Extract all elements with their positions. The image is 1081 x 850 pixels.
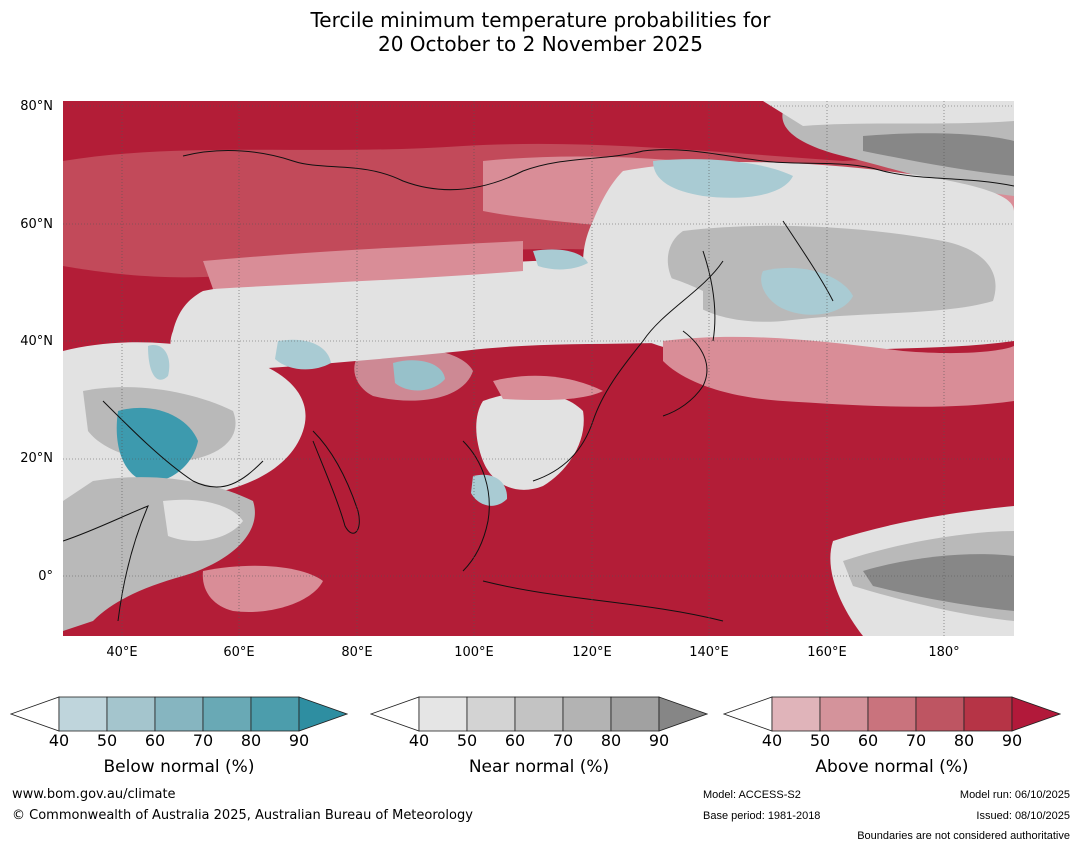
colorbar-0-tick-80: 80 — [240, 731, 262, 750]
colorbar-0-tick-40: 40 — [48, 731, 70, 750]
coastline-indonesia — [482, 580, 724, 622]
base-period-text: Base period: 1981-2018 — [703, 810, 821, 822]
tibet-near-halo — [354, 347, 473, 401]
coastlines — [63, 149, 1014, 622]
lat-label-60n: 60°N — [20, 217, 53, 232]
above-normal-colorbar — [723, 696, 1061, 732]
colorbar-1-high-extend — [658, 696, 708, 732]
colorbar-2-high-extend — [1011, 696, 1061, 732]
colorbar-0-segment-4 — [250, 696, 300, 732]
near-normal-label: Near normal (%) — [468, 757, 610, 777]
colorbar-0-low-extend — [10, 696, 60, 732]
coastline-sakhalin — [702, 250, 716, 342]
colorbar-1-segment-3 — [562, 696, 612, 732]
colorbar-2-tick-60: 60 — [857, 731, 879, 750]
colorbar-1-low-extend — [370, 696, 420, 732]
nw-pacific-pink — [663, 336, 1014, 407]
colorbar-2-tick-80: 80 — [953, 731, 975, 750]
lat-label-20n: 20°N — [20, 451, 53, 466]
colorbar-1-segment-2 — [514, 696, 564, 732]
siberia-grey-core — [667, 225, 996, 322]
colorbar-2-tick-40: 40 — [761, 731, 783, 750]
colorbar-0-segment-0 — [58, 696, 108, 732]
probability-map — [63, 101, 1014, 636]
arctic-near-light — [763, 101, 1014, 126]
coastline-arabia — [102, 400, 264, 488]
colorbar-0-tick-50: 50 — [96, 731, 118, 750]
coastline-kamchatka — [782, 220, 834, 302]
lon-label-180: 180° — [928, 645, 960, 660]
disclaimer-text: Boundaries are not considered authoritat… — [857, 830, 1070, 842]
colorbar-0-tick-70: 70 — [192, 731, 214, 750]
colorbar-2-segment-0 — [771, 696, 821, 732]
colorbar-2-tick-50: 50 — [809, 731, 831, 750]
coastline-india — [312, 430, 360, 534]
colorbar-1-tick-80: 80 — [600, 731, 622, 750]
coastline-arctic — [182, 149, 1014, 191]
indian-ocean-pink — [202, 565, 323, 612]
colorbar-2-tick-90: 90 — [1001, 731, 1023, 750]
lat-label-80n: 80°N — [20, 99, 53, 114]
colorbar-2-tick-70: 70 — [905, 731, 927, 750]
colorbar-1-tick-40: 40 — [408, 731, 430, 750]
colorbar-2-segment-2 — [867, 696, 917, 732]
lon-label-100e: 100°E — [454, 645, 494, 660]
mongolia-below-patch — [533, 249, 588, 270]
africa-light — [163, 499, 243, 541]
lat-label-40n: 40°N — [20, 334, 53, 349]
equatorial-pacific-dark — [863, 554, 1014, 611]
below-normal-colorbar — [10, 696, 348, 732]
model-run-text: Model run: 06/10/2025 — [959, 789, 1070, 801]
graticule — [63, 101, 1014, 636]
colorbar-2-low-extend — [723, 696, 773, 732]
arabia-below-normal — [116, 407, 198, 482]
title-line-1: Tercile minimum temperature probabilitie… — [310, 8, 771, 32]
south-china-near-normal — [476, 392, 584, 490]
colorbar-2-segment-4 — [963, 696, 1013, 732]
central-asia-pink — [203, 241, 523, 289]
colorbar-0-tick-90: 90 — [288, 731, 310, 750]
colorbar-2-segment-1 — [819, 696, 869, 732]
colorbar-0-tick-60: 60 — [144, 731, 166, 750]
coastline-east-asia — [532, 260, 724, 482]
copyright-text: © Commonwealth of Australia 2025, Austra… — [12, 808, 473, 823]
siberia-below-patch — [653, 159, 793, 198]
colorbar-1-tick-50: 50 — [456, 731, 478, 750]
lon-label-140e: 140°E — [689, 645, 729, 660]
model-text: Model: ACCESS-S2 — [703, 789, 801, 801]
colorbar-0-high-extend — [298, 696, 348, 732]
lon-label-60e: 60°E — [223, 645, 255, 660]
colorbar-1-tick-70: 70 — [552, 731, 574, 750]
colorbar-1-segment-1 — [466, 696, 516, 732]
colorbar-0-segment-1 — [106, 696, 156, 732]
chart-title: Tercile minimum temperature probabilitie… — [0, 8, 1081, 56]
okhotsk-below-patch — [761, 267, 853, 315]
near-normal-colorbar — [370, 696, 708, 732]
coastline-africa — [63, 505, 149, 622]
colorbar-0-segment-2 — [154, 696, 204, 732]
coastline-indochina — [462, 440, 490, 572]
colorbar-1-segment-4 — [610, 696, 660, 732]
colorbar-1-tick-60: 60 — [504, 731, 526, 750]
above-normal-label: Above normal (%) — [815, 757, 969, 777]
arctic-near-dark — [863, 133, 1014, 176]
lon-label-120e: 120°E — [572, 645, 612, 660]
title-line-2: 20 October to 2 November 2025 — [377, 32, 704, 56]
colorbar-1-segment-0 — [418, 696, 468, 732]
caspian-below-patch — [148, 345, 170, 380]
south-china-pink — [493, 375, 603, 401]
lon-label-160e: 160°E — [807, 645, 847, 660]
website-link[interactable]: www.bom.gov.au/climate — [12, 787, 176, 802]
coastline-japan — [662, 330, 708, 417]
below-normal-label: Below normal (%) — [103, 757, 255, 777]
colorbar-1-tick-90: 90 — [648, 731, 670, 750]
issued-text: Issued: 08/10/2025 — [976, 810, 1070, 822]
lon-label-80e: 80°E — [341, 645, 373, 660]
lon-label-40e: 40°E — [106, 645, 138, 660]
iran-below-patch — [275, 339, 331, 370]
indochina-below-patch — [471, 474, 508, 506]
colorbar-2-segment-3 — [915, 696, 965, 732]
colorbar-0-segment-3 — [202, 696, 252, 732]
lat-label-0: 0° — [38, 569, 53, 584]
